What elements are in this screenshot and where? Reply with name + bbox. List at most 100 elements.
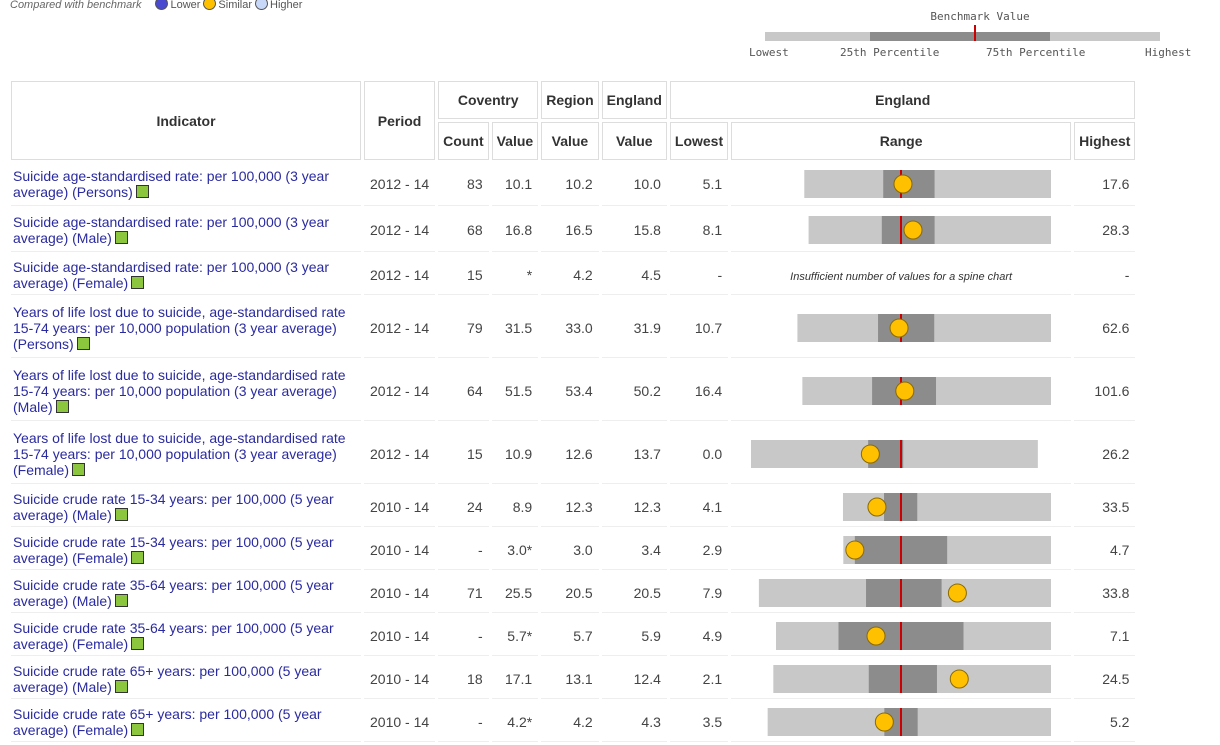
highest: 28.3 <box>1074 209 1136 252</box>
lowest: 7.9 <box>669 573 729 613</box>
value: 16.8 <box>491 209 539 252</box>
indicator-link[interactable]: Suicide crude rate 15-34 years: per 100,… <box>13 490 334 523</box>
count: 24 <box>438 487 489 527</box>
indicator-link[interactable]: Suicide age-standardised rate: per 100,0… <box>13 258 329 291</box>
count: - <box>438 530 489 570</box>
range <box>731 659 1072 699</box>
legend-label: Compared with benchmark <box>10 0 142 11</box>
area-dot <box>874 712 894 731</box>
value: 8.9 <box>491 487 539 527</box>
indicator-link[interactable]: Suicide crude rate 65+ years: per 100,00… <box>13 705 322 738</box>
range <box>731 209 1072 252</box>
indicator: Suicide age-standardised rate: per 100,0… <box>11 163 361 206</box>
legend-item-label: Lower <box>170 0 201 11</box>
legend-dot <box>203 0 217 10</box>
region: 16.5 <box>541 209 599 252</box>
spine-chart <box>808 216 1052 244</box>
area-dot <box>903 220 923 240</box>
count: 83 <box>438 163 489 206</box>
highest: 24.5 <box>1074 659 1136 699</box>
header: Value <box>491 122 539 160</box>
highest: 17.6 <box>1074 163 1136 206</box>
england: 4.5 <box>601 255 667 295</box>
indicator-icon <box>76 336 90 350</box>
key-label: 25th Percentile <box>840 46 939 59</box>
count: 15 <box>438 255 489 295</box>
highest: 26.2 <box>1074 424 1136 484</box>
spine-chart <box>773 664 1052 693</box>
range-note: Insufficient number of values for a spin… <box>790 270 1013 283</box>
legend-item-label: Higher <box>270 0 303 11</box>
indicator-link[interactable]: Suicide age-standardised rate: per 100,0… <box>13 214 329 246</box>
range <box>731 424 1072 484</box>
benchmark-key: Benchmark Value Lowest 25th Percentile 7… <box>749 10 1191 59</box>
row: Years of life lost due to suicide, age-s… <box>11 424 1136 484</box>
england: 50.2 <box>601 361 667 421</box>
header: Period <box>364 81 436 160</box>
indicator-link[interactable]: Years of life lost due to suicide, age-s… <box>13 366 346 415</box>
header: Lowest <box>669 122 729 160</box>
indicator-link[interactable]: Suicide age-standardised rate: per 100,0… <box>13 168 329 200</box>
period: 2012 - 14 <box>364 255 436 295</box>
lowest: 5.1 <box>669 163 729 206</box>
highest: 4.7 <box>1074 530 1136 570</box>
count: 79 <box>438 298 489 358</box>
key-label: 75th Percentile <box>986 46 1085 59</box>
indicator: Years of life lost due to suicide, age-s… <box>11 361 361 421</box>
value: 17.1 <box>491 659 539 699</box>
period: 2010 - 14 <box>364 659 436 699</box>
area-dot <box>867 497 887 516</box>
indicator: Suicide age-standardised rate: per 100,0… <box>11 255 361 295</box>
indicator-icon <box>131 275 145 289</box>
row: Suicide crude rate 15-34 years: per 100,… <box>11 487 1136 527</box>
range <box>731 616 1072 656</box>
england: 13.7 <box>601 424 667 484</box>
lowest: 0.0 <box>669 424 729 484</box>
indicator: Suicide crude rate 65+ years: per 100,00… <box>11 659 361 699</box>
count: 64 <box>438 361 489 421</box>
period: 2010 - 14 <box>364 616 436 656</box>
count: - <box>438 702 489 742</box>
count: 71 <box>438 573 489 613</box>
region: 10.2 <box>541 163 599 206</box>
indicator-link[interactable]: Suicide crude rate 35-64 years: per 100,… <box>13 576 334 609</box>
indicator: Suicide crude rate 15-34 years: per 100,… <box>11 487 361 527</box>
england: 31.9 <box>601 298 667 358</box>
england: 4.3 <box>601 702 667 742</box>
period: 2010 - 14 <box>364 573 436 613</box>
row: Years of life lost due to suicide, age-s… <box>11 298 1136 358</box>
range: Insufficient number of values for a spin… <box>731 255 1072 295</box>
indicator-link[interactable]: Years of life lost due to suicide, age-s… <box>13 303 346 352</box>
indicator-icon <box>114 231 128 244</box>
region: 4.2 <box>541 255 599 295</box>
legend-item: Higher <box>255 0 305 11</box>
lowest: 2.1 <box>669 659 729 699</box>
range <box>731 530 1072 570</box>
indicator-link[interactable]: Suicide crude rate 65+ years: per 100,00… <box>13 662 322 695</box>
area-dot <box>866 626 886 645</box>
indicator-link[interactable]: Suicide crude rate 15-34 years: per 100,… <box>13 533 334 566</box>
range <box>731 702 1072 742</box>
row: Suicide age-standardised rate: per 100,0… <box>11 209 1136 252</box>
row: Suicide crude rate 35-64 years: per 100,… <box>11 573 1136 613</box>
period: 2012 - 14 <box>364 361 436 421</box>
interquartile-bar <box>868 664 938 693</box>
header: Value <box>601 122 667 160</box>
lowest: 8.1 <box>669 209 729 252</box>
indicator-link[interactable]: Suicide crude rate 35-64 years: per 100,… <box>13 619 334 652</box>
highest: 33.5 <box>1074 487 1136 527</box>
england: 12.4 <box>601 659 667 699</box>
indicator-link[interactable]: Years of life lost due to suicide, age-s… <box>13 429 346 478</box>
indicator-icon <box>114 507 128 521</box>
value: 10.1 <box>491 163 539 206</box>
indicator: Suicide crude rate 35-64 years: per 100,… <box>11 573 361 613</box>
header: England <box>601 81 667 119</box>
row: Suicide age-standardised rate: per 100,0… <box>11 255 1136 295</box>
region: 12.6 <box>541 424 599 484</box>
count: - <box>438 616 489 656</box>
legend: Compared with benchmark Lower Similar Highe… <box>10 0 305 11</box>
period: 2012 - 14 <box>364 163 436 206</box>
legend-item: Similar <box>203 0 255 11</box>
spine-chart <box>802 376 1052 405</box>
